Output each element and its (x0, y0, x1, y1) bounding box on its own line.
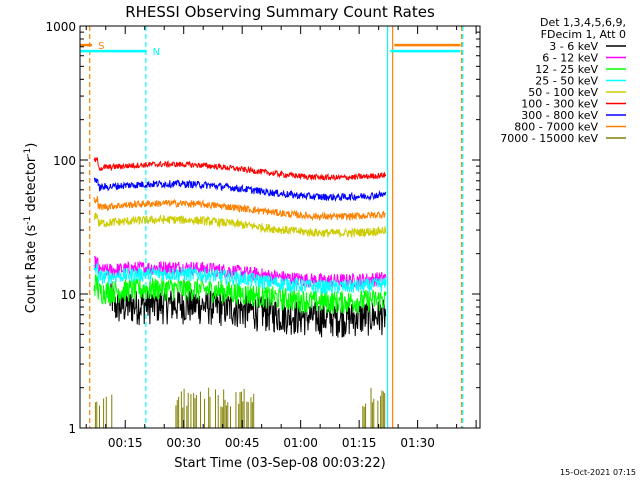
legend: Det 1,3,4,5,6,9, FDecim 1, Att 0 3 - 6 k… (500, 16, 626, 145)
legend-label: 300 - 800 keV (521, 109, 598, 122)
x-axis-label: Start Time (03-Sep-08 00:03:22) (174, 456, 385, 471)
series-line-6 (93, 177, 387, 203)
y-tick-label: 10 (61, 288, 76, 302)
x-tick-label: 01:30 (400, 436, 435, 450)
series-line-7 (93, 196, 387, 222)
flag-label-S: S (98, 41, 104, 52)
flag-label-N: N (153, 47, 160, 58)
y-tick-label: 100 (53, 154, 76, 168)
series-line-4 (93, 212, 387, 239)
x-tick-label: 00:45 (225, 436, 260, 450)
plot-area: S N 1 10 100 1000 00:15 00:30 00:45 01:00 01:15 01:… (45, 20, 481, 450)
series-line-3 (93, 263, 387, 295)
legend-label: 100 - 300 keV (521, 98, 598, 111)
series-line-1 (93, 256, 387, 288)
legend-label: 12 - 25 keV (535, 63, 598, 76)
chart-title: RHESSI Observing Summary Count Rates (125, 3, 435, 21)
x-tick-label: 01:00 (283, 436, 318, 450)
plot-frame (79, 25, 481, 429)
x-tick-label: 00:30 (166, 436, 201, 450)
legend-label: 6 - 12 keV (542, 52, 598, 65)
x-tick-label: 01:15 (342, 436, 377, 450)
y-tick-label: 1 (68, 422, 76, 436)
x-tick-label: 00:15 (108, 436, 143, 450)
series-line-5 (93, 156, 387, 182)
legend-header-line-1: Det 1,3,4,5,6,9, (540, 16, 626, 29)
series-line-2 (93, 273, 387, 314)
legend-label: 7000 - 15000 keV (500, 132, 598, 145)
y-axis-label: Count Rate (s-1 detector-1) (23, 143, 39, 314)
legend-label: 3 - 6 keV (549, 40, 598, 53)
legend-header-line-2: FDecim 1, Att 0 (541, 28, 626, 41)
legend-label: 50 - 100 keV (528, 86, 598, 99)
legend-label: 800 - 7000 keV (514, 121, 598, 134)
footer-timestamp: 15-Oct-2021 07:15 (560, 468, 636, 477)
y-tick-label: 1000 (45, 20, 76, 34)
legend-label: 25 - 50 keV (535, 75, 598, 88)
